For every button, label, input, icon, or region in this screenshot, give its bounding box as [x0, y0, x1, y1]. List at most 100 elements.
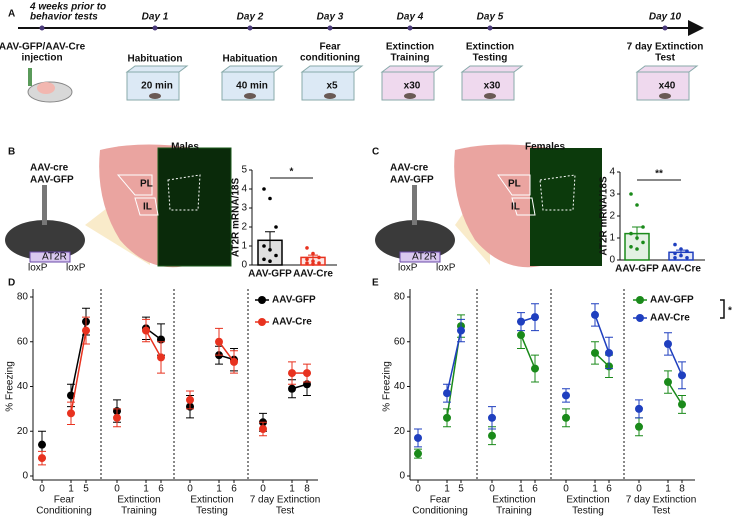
x-tick-label: 8 — [304, 484, 310, 495]
panel-label: E — [372, 278, 379, 289]
data-point — [311, 259, 315, 264]
chamber — [125, 65, 189, 73]
panel-label: A — [8, 9, 15, 20]
timeline-tick — [662, 25, 668, 31]
data-point — [591, 348, 599, 357]
schematic-b-art — [5, 144, 232, 268]
construct-label: AT2R — [412, 252, 437, 263]
data-point — [629, 245, 633, 249]
group-label: Training — [496, 506, 532, 517]
legend-swatch — [258, 318, 266, 326]
data-point — [38, 454, 46, 463]
data-point — [157, 353, 165, 362]
data-point — [443, 413, 451, 422]
group-label: Extinction — [492, 495, 535, 506]
timeline-day: Day 3 — [317, 12, 344, 23]
chamber-detail: 40 min — [236, 81, 268, 92]
group-label: Extinction — [566, 495, 609, 506]
legend-label: AAV-GFP — [650, 295, 694, 306]
significance: ** — [655, 169, 663, 180]
timeline-tick — [487, 25, 493, 31]
y-tick-label: 4 — [241, 184, 247, 195]
x-tick-label: 1 — [143, 484, 149, 495]
data-point — [67, 409, 75, 418]
y-tick-label: 1 — [609, 233, 615, 244]
y-tick-label: 2 — [609, 211, 615, 222]
series-line — [218, 341, 235, 363]
x-tick-label: 0 — [489, 484, 495, 495]
data-point — [113, 413, 121, 422]
timeline-step: Testing — [473, 53, 508, 64]
data-point — [443, 389, 451, 398]
x-tick-label: 1 — [665, 484, 671, 495]
data-point — [142, 326, 150, 335]
data-point — [311, 262, 315, 266]
significance: * — [728, 306, 732, 317]
y-tick-label: 20 — [17, 426, 29, 437]
data-point — [679, 247, 683, 251]
x-tick-label: AAV-Cre — [661, 264, 701, 275]
y-tick-label: 0 — [609, 255, 615, 266]
data-point — [531, 364, 539, 373]
chamber — [460, 65, 524, 73]
group-label: Fear — [54, 495, 75, 506]
y-tick-label: 60 — [394, 336, 406, 347]
timeline-day: behavior tests — [30, 12, 98, 23]
syringe-icon — [28, 68, 32, 86]
data-point — [678, 400, 686, 409]
y-tick-label: 20 — [394, 426, 406, 437]
virus-label: AAV-GFP — [30, 175, 74, 186]
timeline-tick — [247, 25, 253, 31]
y-tick-label: 60 — [17, 336, 29, 347]
data-point — [517, 317, 525, 326]
construct-label: AT2R — [42, 252, 67, 263]
y-axis-label: AT2R mRNA/18S — [599, 176, 610, 256]
x-tick-label: 6 — [606, 484, 612, 495]
timeline-tick — [327, 25, 333, 31]
schematic-title: Males — [171, 142, 199, 153]
chamber — [380, 65, 444, 73]
x-tick-label: AAV-GFP — [248, 269, 292, 280]
chamber — [635, 65, 699, 73]
data-point — [629, 231, 633, 236]
timeline-step: Fear — [319, 42, 340, 53]
data-point — [673, 255, 677, 260]
data-point — [230, 357, 238, 366]
data-point — [641, 240, 645, 245]
region-label: IL — [511, 202, 520, 213]
x-tick-label: 5 — [458, 484, 464, 495]
data-point — [664, 378, 672, 387]
legend-label: AAV-Cre — [650, 313, 690, 324]
error-bar — [265, 231, 275, 249]
mouse-icon — [659, 93, 671, 99]
data-point — [641, 225, 645, 229]
mouse-icon — [324, 93, 336, 99]
series-line — [594, 314, 610, 354]
y-tick-label: 80 — [17, 292, 29, 303]
construct-label: loxP — [28, 263, 48, 274]
data-point — [605, 348, 613, 357]
timeline-step: conditioning — [300, 53, 360, 64]
data-point — [274, 225, 278, 229]
group-label: Conditioning — [412, 506, 468, 517]
chamber-detail: x30 — [404, 81, 421, 92]
y-tick-label: 80 — [394, 292, 406, 303]
timeline-step: injection — [21, 53, 62, 64]
series-line — [520, 334, 536, 369]
brain-icon — [37, 82, 55, 94]
x-tick-label: AAV-Cre — [293, 269, 333, 280]
construct-label: loxP — [436, 263, 456, 274]
data-point — [268, 259, 272, 264]
y-axis-label: AT2R mRNA/18S — [231, 178, 242, 258]
significance: * — [290, 167, 294, 178]
data-point — [635, 203, 639, 207]
x-tick-label: 0 — [415, 484, 421, 495]
region-label: PL — [140, 179, 153, 190]
data-point — [517, 331, 525, 340]
data-point — [457, 326, 465, 335]
chamber-detail: x30 — [484, 81, 501, 92]
data-point — [305, 246, 309, 250]
timeline-step: Extinction — [466, 42, 514, 53]
group-label: Conditioning — [36, 506, 92, 517]
data-point — [488, 431, 496, 440]
